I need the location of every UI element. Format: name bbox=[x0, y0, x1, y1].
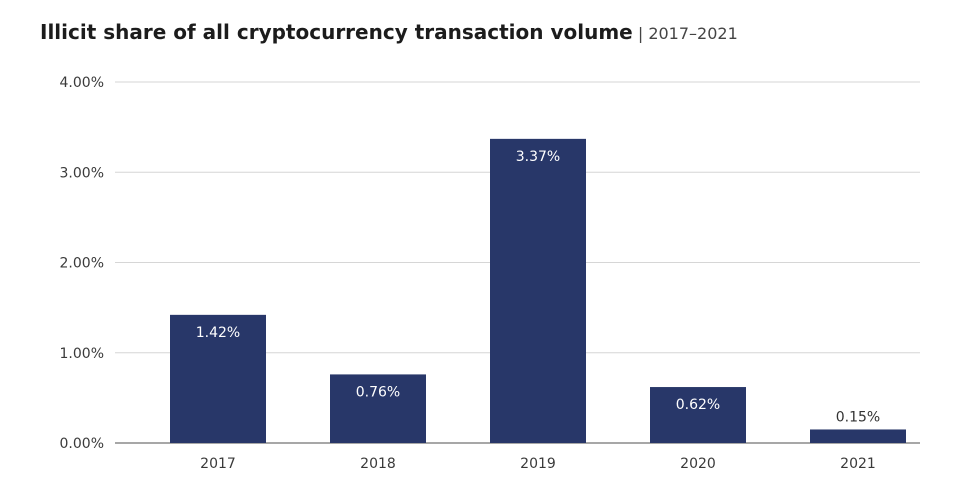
bar-2021 bbox=[810, 429, 906, 443]
bar-2019 bbox=[490, 138, 586, 444]
x-tick-label: 2019 bbox=[520, 456, 556, 472]
y-tick-label: 1.00% bbox=[60, 346, 104, 362]
x-axis-ticks: 2017 2018 2019 2020 2021 bbox=[200, 456, 876, 472]
y-tick-label: 4.00% bbox=[60, 75, 104, 91]
bar-2018 bbox=[330, 374, 426, 443]
data-label: 0.15% bbox=[836, 409, 880, 425]
data-label: 3.37% bbox=[516, 149, 560, 165]
chart-header: Illicit share of all cryptocurrency tran… bbox=[40, 20, 738, 44]
x-tick-label: 2020 bbox=[680, 456, 716, 472]
x-tick-label: 2018 bbox=[360, 456, 396, 472]
data-label: 0.76% bbox=[356, 384, 400, 400]
data-labels: 1.42% 0.76% 3.37% 0.62% 0.15% bbox=[196, 149, 880, 426]
y-tick-label: 0.00% bbox=[60, 436, 104, 452]
y-tick-label: 3.00% bbox=[60, 165, 104, 181]
y-tick-label: 2.00% bbox=[60, 256, 104, 272]
data-label: 0.62% bbox=[676, 397, 720, 413]
chart-title: Illicit share of all cryptocurrency tran… bbox=[40, 20, 633, 44]
y-axis-ticks: 0.00% 1.00% 2.00% 3.00% 4.00% bbox=[60, 75, 104, 452]
bars bbox=[170, 138, 906, 444]
bar-2020 bbox=[650, 387, 746, 443]
data-label: 1.42% bbox=[196, 325, 240, 341]
bar-2017 bbox=[170, 314, 266, 443]
chart-subtitle: | 2017–2021 bbox=[637, 24, 738, 43]
x-tick-label: 2021 bbox=[840, 456, 876, 472]
x-tick-label: 2017 bbox=[200, 456, 236, 472]
